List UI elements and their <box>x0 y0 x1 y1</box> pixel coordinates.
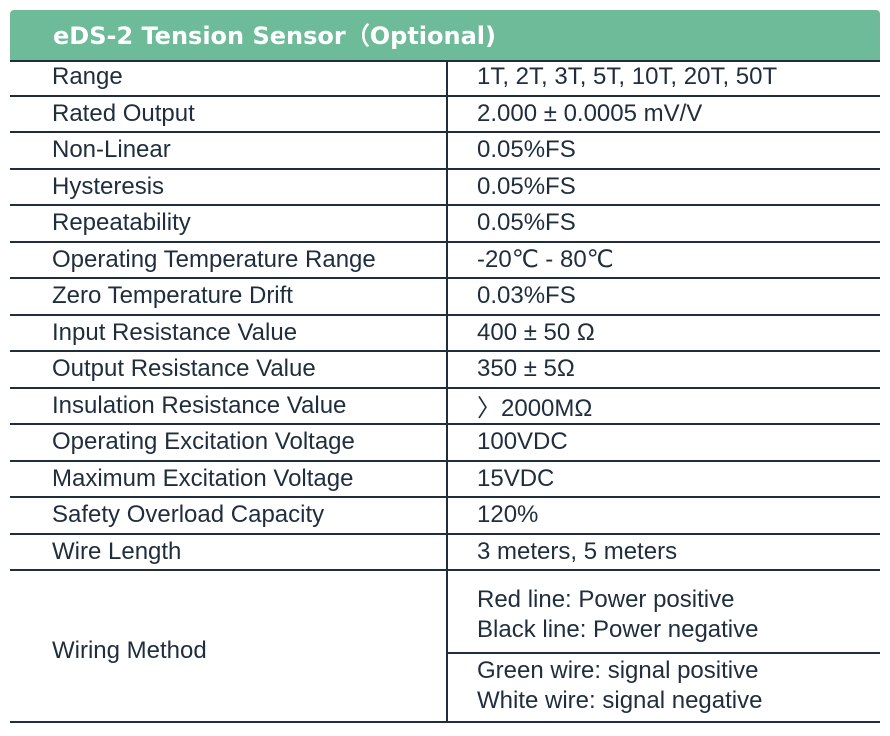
spec-value: 0.05%FS <box>477 136 576 164</box>
spec-value: 0.05%FS <box>477 172 576 200</box>
spec-label: Safety Overload Capacity <box>52 501 325 529</box>
spec-value: 0.03%FS <box>477 282 576 310</box>
wiring-line: Black line: Power negative <box>477 616 759 643</box>
spec-value: 350 ± 5Ω <box>477 355 575 383</box>
table-row: Non-Linear 0.05%FS <box>10 133 880 170</box>
spec-label: Range <box>52 63 123 91</box>
spec-value: 400 ± 50 Ω <box>477 318 595 346</box>
wiring-signal-group: Green wire: signal positive White wire: … <box>448 656 880 718</box>
spec-label: Zero Temperature Drift <box>52 282 293 310</box>
top-divider <box>10 60 880 62</box>
spec-label: Maximum Excitation Voltage <box>52 464 354 492</box>
spec-label: Wire Length <box>52 537 182 565</box>
spec-label: Operating Excitation Voltage <box>52 428 355 456</box>
spec-label: Rated Output <box>52 99 195 127</box>
spec-value: 1T, 2T, 3T, 5T, 10T, 20T, 50T <box>477 63 778 91</box>
spec-label: Non-Linear <box>52 136 171 164</box>
table-row: Output Resistance Value 350 ± 5Ω <box>10 352 880 389</box>
table-header: eDS-2 Tension Sensor（Optional) <box>10 10 880 60</box>
spec-label: Input Resistance Value <box>52 318 298 346</box>
table-row: Zero Temperature Drift 0.03%FS <box>10 279 880 316</box>
table-row: Repeatability 0.05%FS <box>10 206 880 243</box>
wiring-line: Red line: Power positive <box>477 586 735 613</box>
column-divider <box>446 60 448 723</box>
spec-label: Insulation Resistance Value <box>52 391 347 419</box>
spec-value: 100VDC <box>477 428 568 456</box>
spec-label: Hysteresis <box>52 172 165 200</box>
table-row: Operating Excitation Voltage 100VDC <box>10 425 880 462</box>
spec-table: Range 1T, 2T, 3T, 5T, 10T, 20T, 50T Rated… <box>10 60 880 571</box>
spec-label: Repeatability <box>52 209 191 237</box>
wiring-power-group: Red line: Power positive Black line: Pow… <box>448 585 880 647</box>
table-row: Wire Length 3 meters, 5 meters <box>10 535 880 571</box>
spec-value: -20℃ - 80℃ <box>477 246 614 274</box>
spec-value: 0.05%FS <box>477 209 576 237</box>
spec-value: 15VDC <box>477 464 555 492</box>
table-row: Rated Output 2.000 ± 0.0005 mV/V <box>10 97 880 133</box>
table-row: Range 1T, 2T, 3T, 5T, 10T, 20T, 50T <box>10 60 880 97</box>
table-row: Insulation Resistance Value 〉2000MΩ <box>10 389 880 425</box>
spec-value: 3 meters, 5 meters <box>477 537 678 565</box>
wiring-method-row: Wiring Method Red line: Power positive B… <box>10 581 880 723</box>
spec-label: Wiring Method <box>52 637 207 664</box>
spec-label: Output Resistance Value <box>52 355 316 383</box>
table-row: Safety Overload Capacity 120% <box>10 498 880 535</box>
table-row: Input Resistance Value 400 ± 50 Ω <box>10 316 880 352</box>
spec-label: Operating Temperature Range <box>52 245 376 273</box>
wiring-line: White wire: signal negative <box>477 687 763 714</box>
table-row: Hysteresis 0.05%FS <box>10 170 880 206</box>
wiring-line: Green wire: signal positive <box>477 657 759 684</box>
spec-value: 2.000 ± 0.0005 mV/V <box>477 99 703 127</box>
table-row: Maximum Excitation Voltage 15VDC <box>10 462 880 498</box>
table-title: eDS-2 Tension Sensor（Optional) <box>53 22 496 50</box>
table-row: Operating Temperature Range -20℃ - 80℃ <box>10 243 880 279</box>
spec-value: 〉2000MΩ <box>477 395 593 423</box>
spec-value: 120% <box>477 501 539 529</box>
wiring-divider <box>447 652 880 654</box>
